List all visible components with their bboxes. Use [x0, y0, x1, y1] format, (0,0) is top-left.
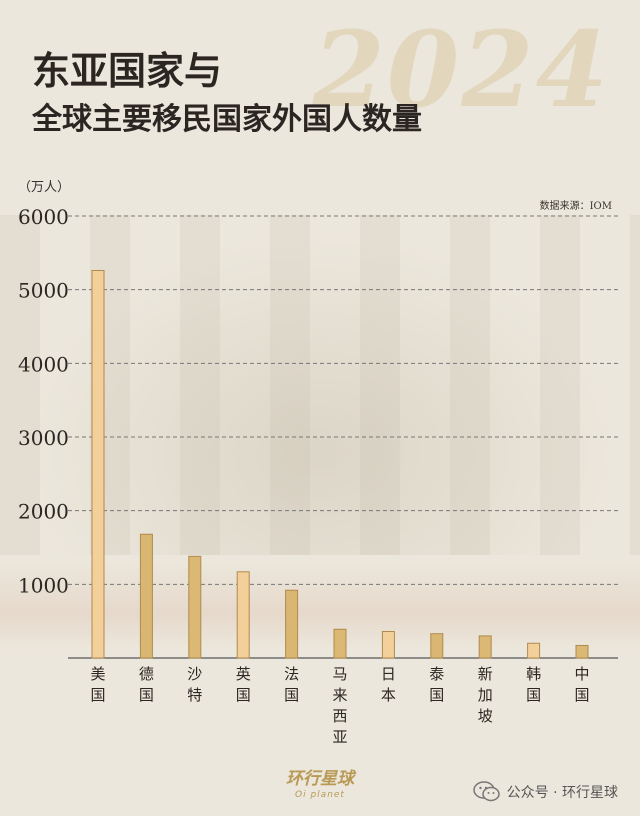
category-label: 新加坡	[478, 665, 493, 725]
background-texture	[0, 215, 640, 555]
wechat-account: 公众号 · 环行星球	[472, 781, 618, 803]
category-label: 美国	[90, 665, 105, 704]
category-label: 沙特	[187, 665, 202, 704]
y-axis-unit-label: （万人）	[18, 180, 71, 195]
bar	[430, 633, 444, 659]
bar	[285, 589, 299, 659]
y-tick-label: 4000	[18, 352, 69, 376]
data-source-label: 数据来源：IOM	[539, 201, 612, 212]
y-tick-label: 6000	[18, 205, 69, 229]
bar	[333, 628, 347, 659]
bar	[478, 635, 492, 659]
category-label: 法国	[284, 665, 299, 704]
category-label: 日本	[381, 665, 396, 704]
category-label: 泰国	[429, 665, 444, 704]
bar	[527, 642, 541, 659]
bar	[139, 533, 153, 659]
footer-logo: 环行星球 Oi planet	[258, 764, 382, 800]
footer-logo-subtext: Oi planet	[295, 790, 345, 800]
y-tick-label: 1000	[18, 573, 69, 597]
year-watermark: 2024	[312, 8, 610, 131]
bar	[575, 644, 589, 659]
bar	[236, 571, 250, 659]
bar	[91, 270, 105, 659]
footer-logo-text: 环行星球	[286, 769, 354, 789]
background-band	[0, 560, 640, 650]
category-label: 德国	[139, 665, 154, 704]
wechat-account-label: 公众号 · 环行星球	[506, 785, 618, 801]
page-title-line2: 全球主要移民国家外国人数量	[32, 102, 422, 137]
y-tick-label: 3000	[18, 426, 69, 450]
category-label: 英国	[236, 665, 251, 704]
category-label: 马来西亚	[332, 665, 347, 746]
y-tick-label: 2000	[18, 500, 69, 524]
bar	[188, 555, 202, 659]
page-title-line1: 东亚国家与	[32, 49, 223, 93]
category-label: 中国	[574, 665, 589, 704]
wechat-icon	[472, 781, 501, 803]
y-tick-label: 5000	[18, 279, 69, 303]
category-label: 韩国	[526, 665, 541, 704]
bar	[381, 630, 395, 659]
